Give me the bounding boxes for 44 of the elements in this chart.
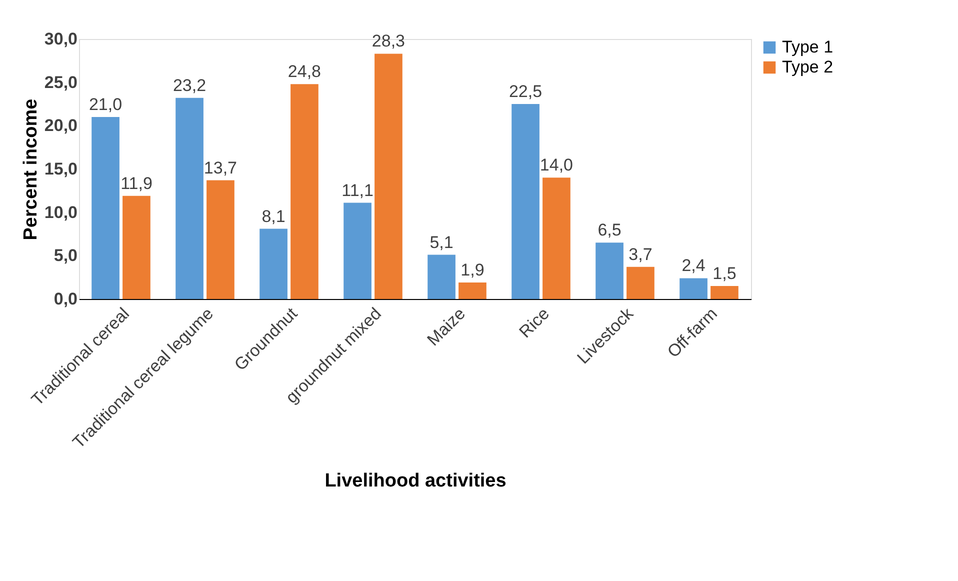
y-tick-label: 0,0 <box>54 290 78 308</box>
data-label: 22,5 <box>508 82 542 101</box>
bar <box>458 282 486 299</box>
data-label: 2,4 <box>682 256 706 276</box>
data-label: 1,5 <box>712 264 736 283</box>
legend-label: Type 2 <box>782 58 834 76</box>
bar <box>374 54 402 299</box>
bar <box>260 228 288 299</box>
x-axis-title: Livelihood activities <box>324 470 506 492</box>
bar <box>626 266 654 299</box>
data-label: 11,9 <box>120 174 152 193</box>
data-label: 14,0 <box>540 156 574 175</box>
y-tick-label: 5,0 <box>54 246 78 266</box>
y-tick-label: 15,0 <box>44 160 78 178</box>
bar <box>122 196 150 299</box>
y-tick-label: 25,0 <box>44 72 78 92</box>
data-label: 1,9 <box>460 260 484 280</box>
bar <box>344 202 372 299</box>
bar <box>680 278 708 299</box>
y-tick-label: 30,0 <box>44 30 78 48</box>
data-label: 13,7 <box>204 158 238 178</box>
data-label: 23,2 <box>172 76 206 95</box>
bar <box>596 242 624 299</box>
data-label: 6,5 <box>598 220 622 240</box>
data-label: 5,1 <box>430 232 454 252</box>
bar <box>428 254 456 299</box>
bar <box>92 117 120 299</box>
y-tick-label: 20,0 <box>44 116 78 136</box>
data-label: 28,3 <box>372 32 406 51</box>
bar <box>710 286 738 299</box>
y-axis-title: Percent income <box>20 98 42 240</box>
data-label: 8,1 <box>262 206 286 226</box>
x-tick-label: Rice <box>516 304 554 342</box>
data-label: 11,1 <box>342 180 374 200</box>
data-label: 21,0 <box>88 95 122 114</box>
y-tick-label: 10,0 <box>44 202 78 222</box>
bar <box>206 180 234 299</box>
data-label: 3,7 <box>628 244 652 264</box>
bar <box>176 98 204 299</box>
bar <box>542 178 570 299</box>
bar <box>290 84 318 299</box>
data-label: 24,8 <box>288 62 322 82</box>
bar <box>512 104 540 299</box>
legend-label: Type 1 <box>782 38 834 56</box>
